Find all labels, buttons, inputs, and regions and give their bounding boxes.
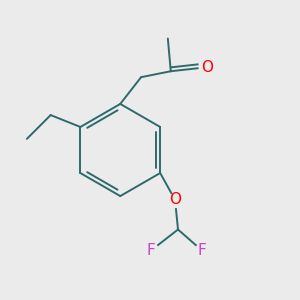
Text: F: F [147, 243, 156, 258]
Text: O: O [201, 60, 213, 75]
Text: O: O [169, 192, 181, 207]
Text: F: F [197, 243, 206, 258]
